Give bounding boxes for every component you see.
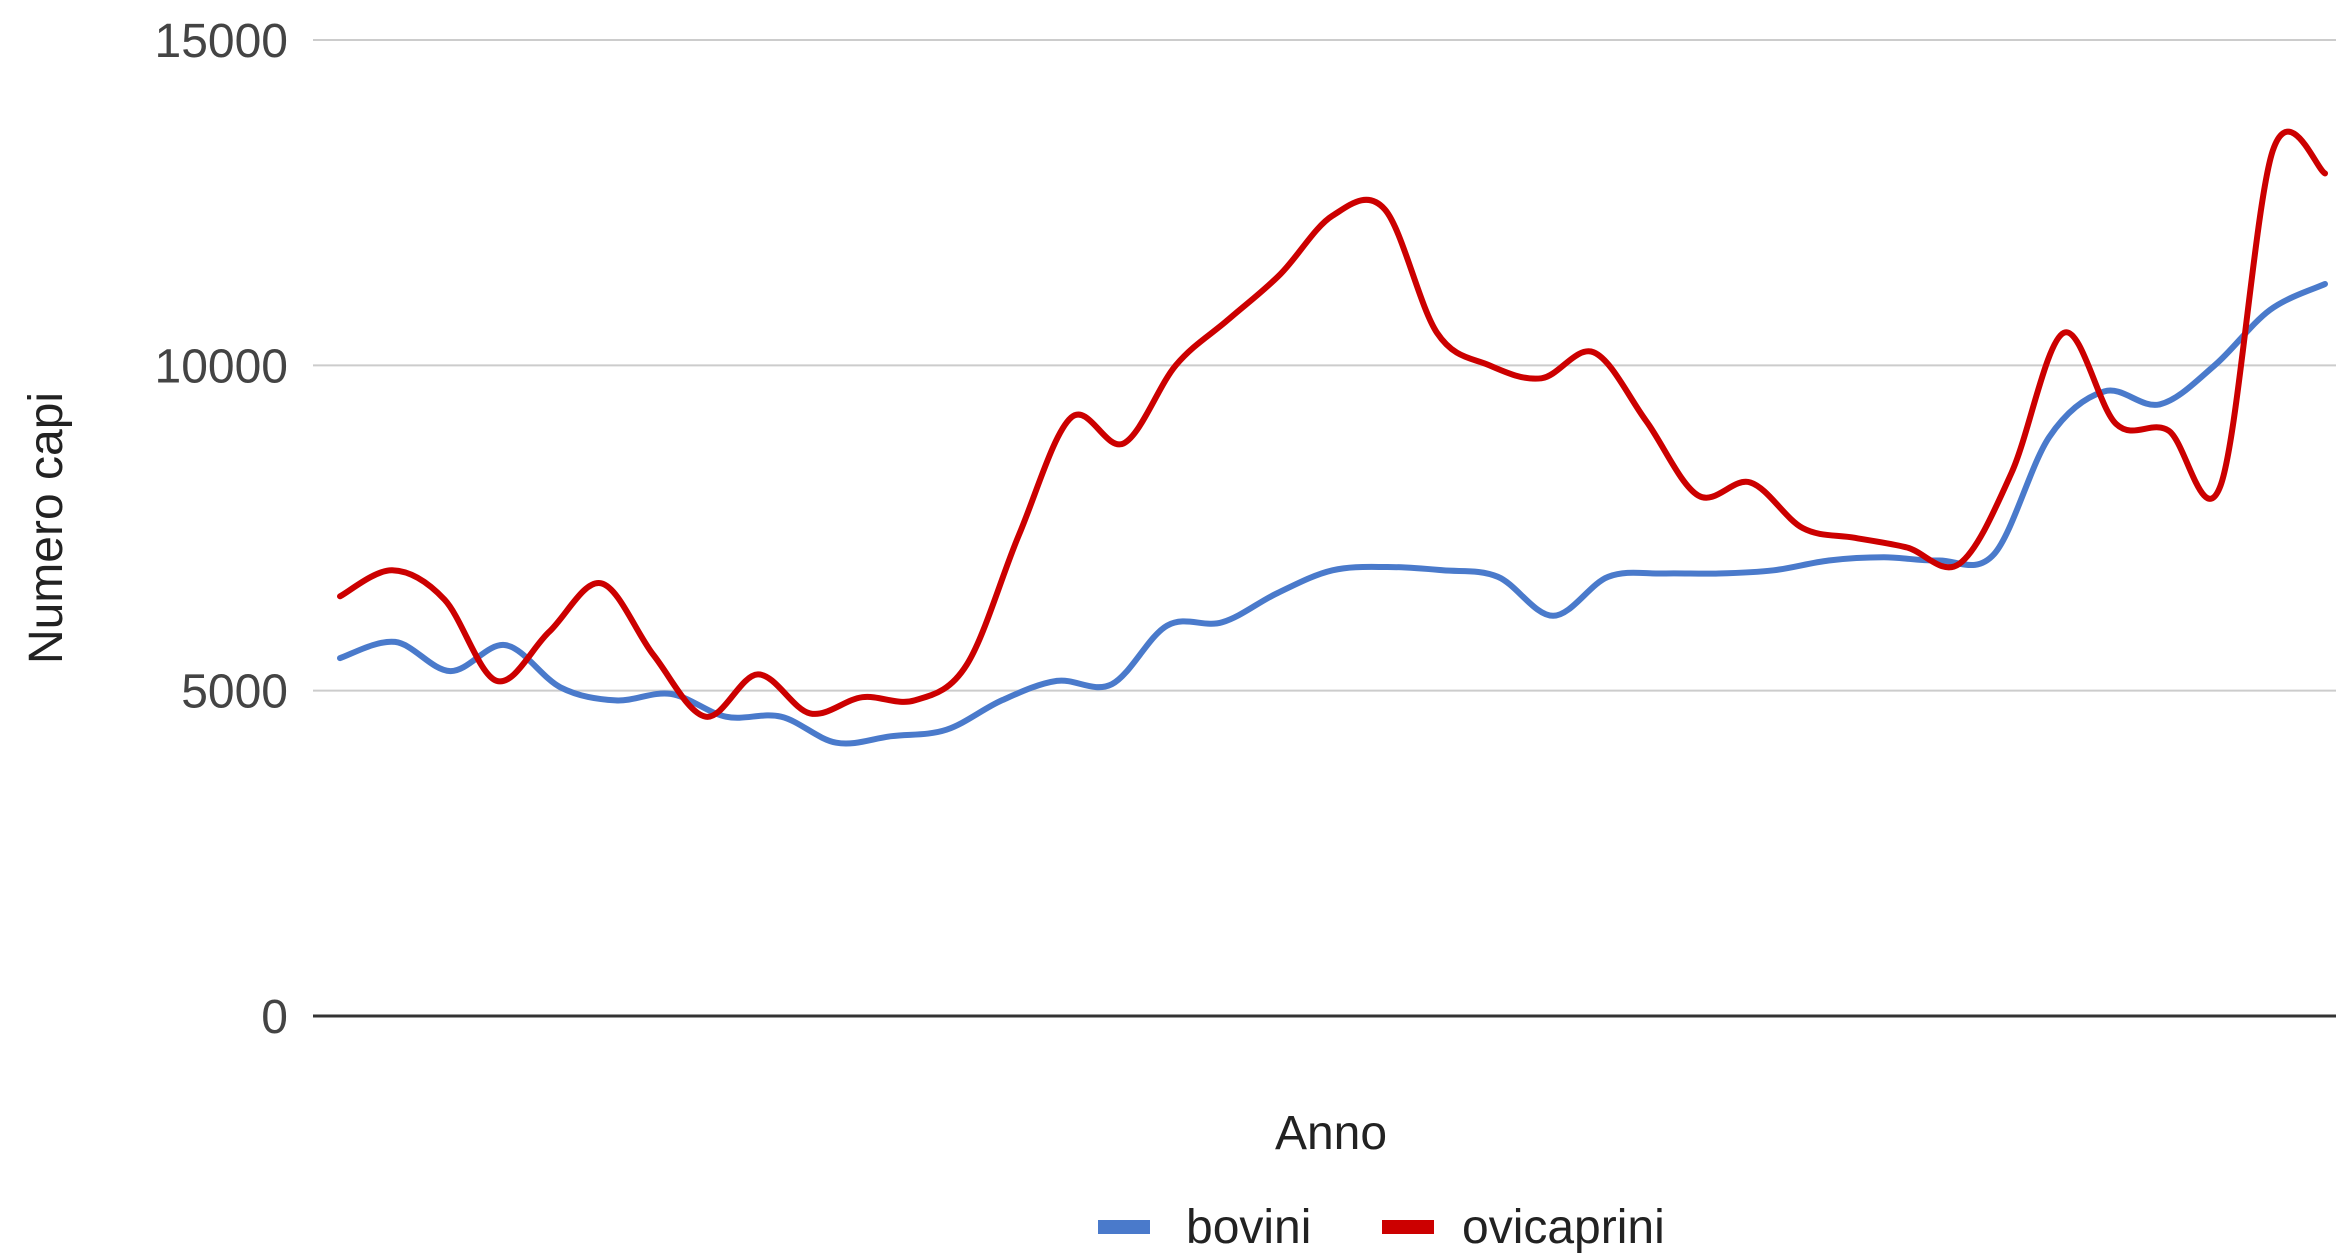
legend-label-bovini: bovini bbox=[1186, 1201, 1311, 1254]
y-tick-label: 15000 bbox=[155, 15, 288, 68]
y-tick-label: 0 bbox=[261, 991, 288, 1044]
series-lines bbox=[337, 128, 2328, 747]
y-tick-label: 5000 bbox=[181, 666, 288, 719]
legend-swatch-bovini bbox=[1098, 1220, 1150, 1234]
legend-label-ovicaprini: ovicaprini bbox=[1462, 1201, 1665, 1254]
y-axis-title: Numero capi bbox=[20, 392, 73, 664]
series-line-bovini bbox=[337, 281, 2328, 747]
series-line-ovicaprini bbox=[337, 128, 2328, 720]
y-tick-label: 10000 bbox=[155, 340, 288, 393]
x-axis-title: Anno bbox=[1275, 1107, 1387, 1160]
gridlines bbox=[313, 39, 2336, 1018]
legend: bovini ovicaprini bbox=[1098, 1201, 1665, 1254]
y-axis-ticks: 0 5000 10000 15000 bbox=[155, 15, 288, 1044]
legend-swatch-ovicaprini bbox=[1382, 1220, 1434, 1234]
